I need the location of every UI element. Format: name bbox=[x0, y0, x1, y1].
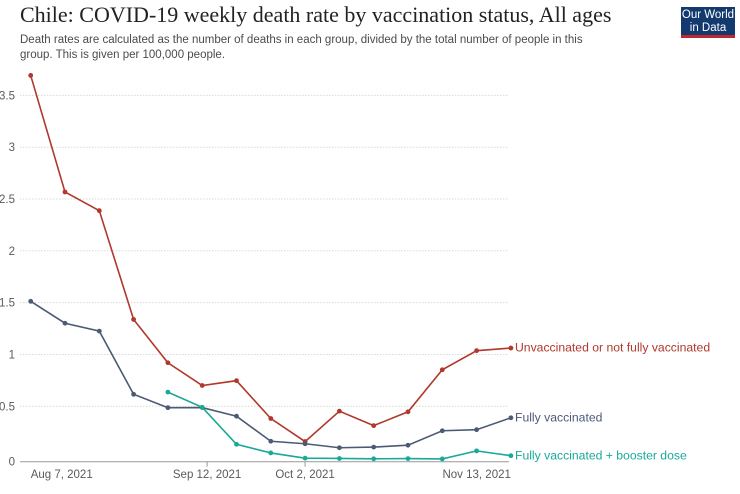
svg-text:Oct 2, 2021: Oct 2, 2021 bbox=[275, 469, 334, 481]
svg-text:1: 1 bbox=[9, 350, 15, 362]
svg-text:0.5: 0.5 bbox=[0, 401, 15, 413]
svg-text:3.5: 3.5 bbox=[0, 90, 15, 102]
svg-text:0: 0 bbox=[9, 457, 15, 469]
svg-text:Sep 12, 2021: Sep 12, 2021 bbox=[173, 469, 241, 481]
svg-text:2: 2 bbox=[9, 246, 15, 258]
svg-text:Unvaccinated or not fully vacc: Unvaccinated or not fully vaccinated bbox=[515, 341, 710, 355]
svg-text:Fully vaccinated + booster dos: Fully vaccinated + booster dose bbox=[515, 449, 687, 463]
svg-text:1.5: 1.5 bbox=[0, 298, 15, 310]
svg-text:Nov 13, 2021: Nov 13, 2021 bbox=[442, 469, 510, 481]
svg-text:Fully vaccinated: Fully vaccinated bbox=[515, 411, 602, 425]
svg-text:Aug 7, 2021: Aug 7, 2021 bbox=[31, 469, 93, 481]
svg-text:3: 3 bbox=[9, 142, 15, 154]
svg-text:2.5: 2.5 bbox=[0, 194, 15, 206]
